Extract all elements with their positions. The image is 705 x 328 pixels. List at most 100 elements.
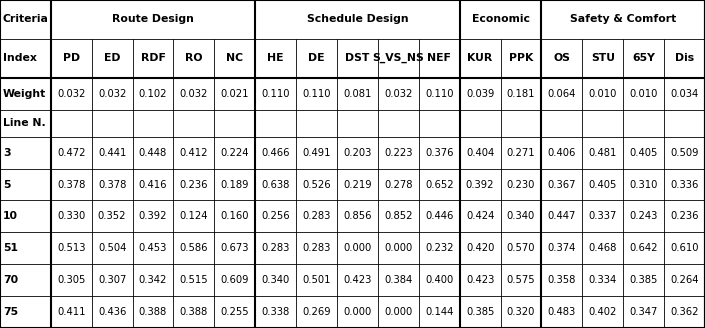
Text: 0.362: 0.362 [670,307,699,317]
Text: 0.400: 0.400 [425,275,453,285]
Text: DST: DST [345,53,369,63]
Text: 0.347: 0.347 [630,307,658,317]
Text: 0.283: 0.283 [302,243,331,253]
Text: 0.420: 0.420 [466,243,494,253]
Text: S_VS_NS: S_VS_NS [372,53,424,63]
Text: 0.110: 0.110 [262,89,290,99]
Text: 0.032: 0.032 [57,89,85,99]
Text: 0.203: 0.203 [343,148,372,158]
Text: 0.000: 0.000 [384,243,412,253]
Text: 0.509: 0.509 [670,148,699,158]
Text: 0.466: 0.466 [262,148,290,158]
Text: 0.064: 0.064 [548,89,576,99]
Text: 0.384: 0.384 [384,275,412,285]
Text: DE: DE [308,53,325,63]
Text: 0.376: 0.376 [425,148,453,158]
Text: 0.423: 0.423 [466,275,494,285]
Text: 0.340: 0.340 [262,275,290,285]
Text: 0.230: 0.230 [507,179,535,190]
Text: Schedule Design: Schedule Design [307,14,408,24]
Text: 0.416: 0.416 [139,179,167,190]
Text: Index: Index [3,53,37,63]
Text: 0.392: 0.392 [139,212,167,221]
Text: 0.405: 0.405 [630,148,658,158]
Text: HE: HE [267,53,284,63]
Text: 0.402: 0.402 [589,307,617,317]
Text: 0.034: 0.034 [670,89,699,99]
Text: 0.283: 0.283 [262,243,290,253]
Text: 0.144: 0.144 [425,307,453,317]
Text: 0.334: 0.334 [589,275,617,285]
Text: 0.124: 0.124 [180,212,208,221]
Text: 0.336: 0.336 [670,179,699,190]
Text: 0.472: 0.472 [57,148,85,158]
Text: 0.501: 0.501 [302,275,331,285]
Text: 0.513: 0.513 [57,243,85,253]
Text: 0.374: 0.374 [548,243,576,253]
Text: 51: 51 [3,243,18,253]
Text: Route Design: Route Design [112,14,194,24]
Text: 0.340: 0.340 [507,212,535,221]
Text: 0.320: 0.320 [507,307,535,317]
Text: 0.010: 0.010 [630,89,658,99]
Text: 0.358: 0.358 [548,275,576,285]
Text: Safety & Comfort: Safety & Comfort [570,14,676,24]
Text: 70: 70 [3,275,18,285]
Text: 0.307: 0.307 [98,275,126,285]
Text: 0.224: 0.224 [221,148,249,158]
Text: Criteria: Criteria [3,14,49,24]
Text: 0.352: 0.352 [98,212,126,221]
Text: 0.223: 0.223 [384,148,412,158]
Text: RDF: RDF [140,53,166,63]
Text: Economic: Economic [472,14,529,24]
Text: NEF: NEF [427,53,451,63]
Text: 0.638: 0.638 [262,179,290,190]
Text: 0.264: 0.264 [670,275,699,285]
Text: 0.081: 0.081 [343,89,372,99]
Text: 0.856: 0.856 [343,212,372,221]
Text: 0.385: 0.385 [630,275,658,285]
Text: 0.000: 0.000 [384,307,412,317]
Text: 65Y: 65Y [632,53,655,63]
Text: 0.338: 0.338 [262,307,290,317]
Text: 0.256: 0.256 [262,212,290,221]
Text: 0.283: 0.283 [302,212,331,221]
Text: 0.189: 0.189 [221,179,249,190]
Text: 0.243: 0.243 [630,212,658,221]
Text: 0.405: 0.405 [589,179,617,190]
Text: 0.032: 0.032 [180,89,208,99]
Text: 0.219: 0.219 [343,179,372,190]
Text: OS: OS [553,53,570,63]
Text: 0.010: 0.010 [589,89,617,99]
Text: 0.102: 0.102 [139,89,167,99]
Text: 0.110: 0.110 [302,89,331,99]
Text: ED: ED [104,53,121,63]
Text: 0.441: 0.441 [98,148,126,158]
Text: 0.453: 0.453 [139,243,167,253]
Text: 0.411: 0.411 [57,307,85,317]
Text: 0.255: 0.255 [221,307,249,317]
Text: 0.000: 0.000 [343,243,372,253]
Text: PPK: PPK [509,53,533,63]
Text: 0.424: 0.424 [466,212,494,221]
Text: 0.269: 0.269 [302,307,331,317]
Text: 0.852: 0.852 [384,212,412,221]
Text: KUR: KUR [467,53,493,63]
Text: PD: PD [63,53,80,63]
Text: 0.388: 0.388 [180,307,208,317]
Text: 0.032: 0.032 [384,89,412,99]
Text: 0.110: 0.110 [425,89,453,99]
Text: 0.039: 0.039 [466,89,494,99]
Text: 0.236: 0.236 [180,179,208,190]
Text: 0.378: 0.378 [98,179,126,190]
Text: 0.232: 0.232 [425,243,453,253]
Text: 0.021: 0.021 [221,89,249,99]
Text: 0.388: 0.388 [139,307,167,317]
Text: 0.367: 0.367 [548,179,576,190]
Text: 0.310: 0.310 [630,179,658,190]
Text: 10: 10 [3,212,18,221]
Text: 0.278: 0.278 [384,179,412,190]
Text: 0.610: 0.610 [670,243,699,253]
Text: 0.404: 0.404 [466,148,494,158]
Text: 0.504: 0.504 [98,243,126,253]
